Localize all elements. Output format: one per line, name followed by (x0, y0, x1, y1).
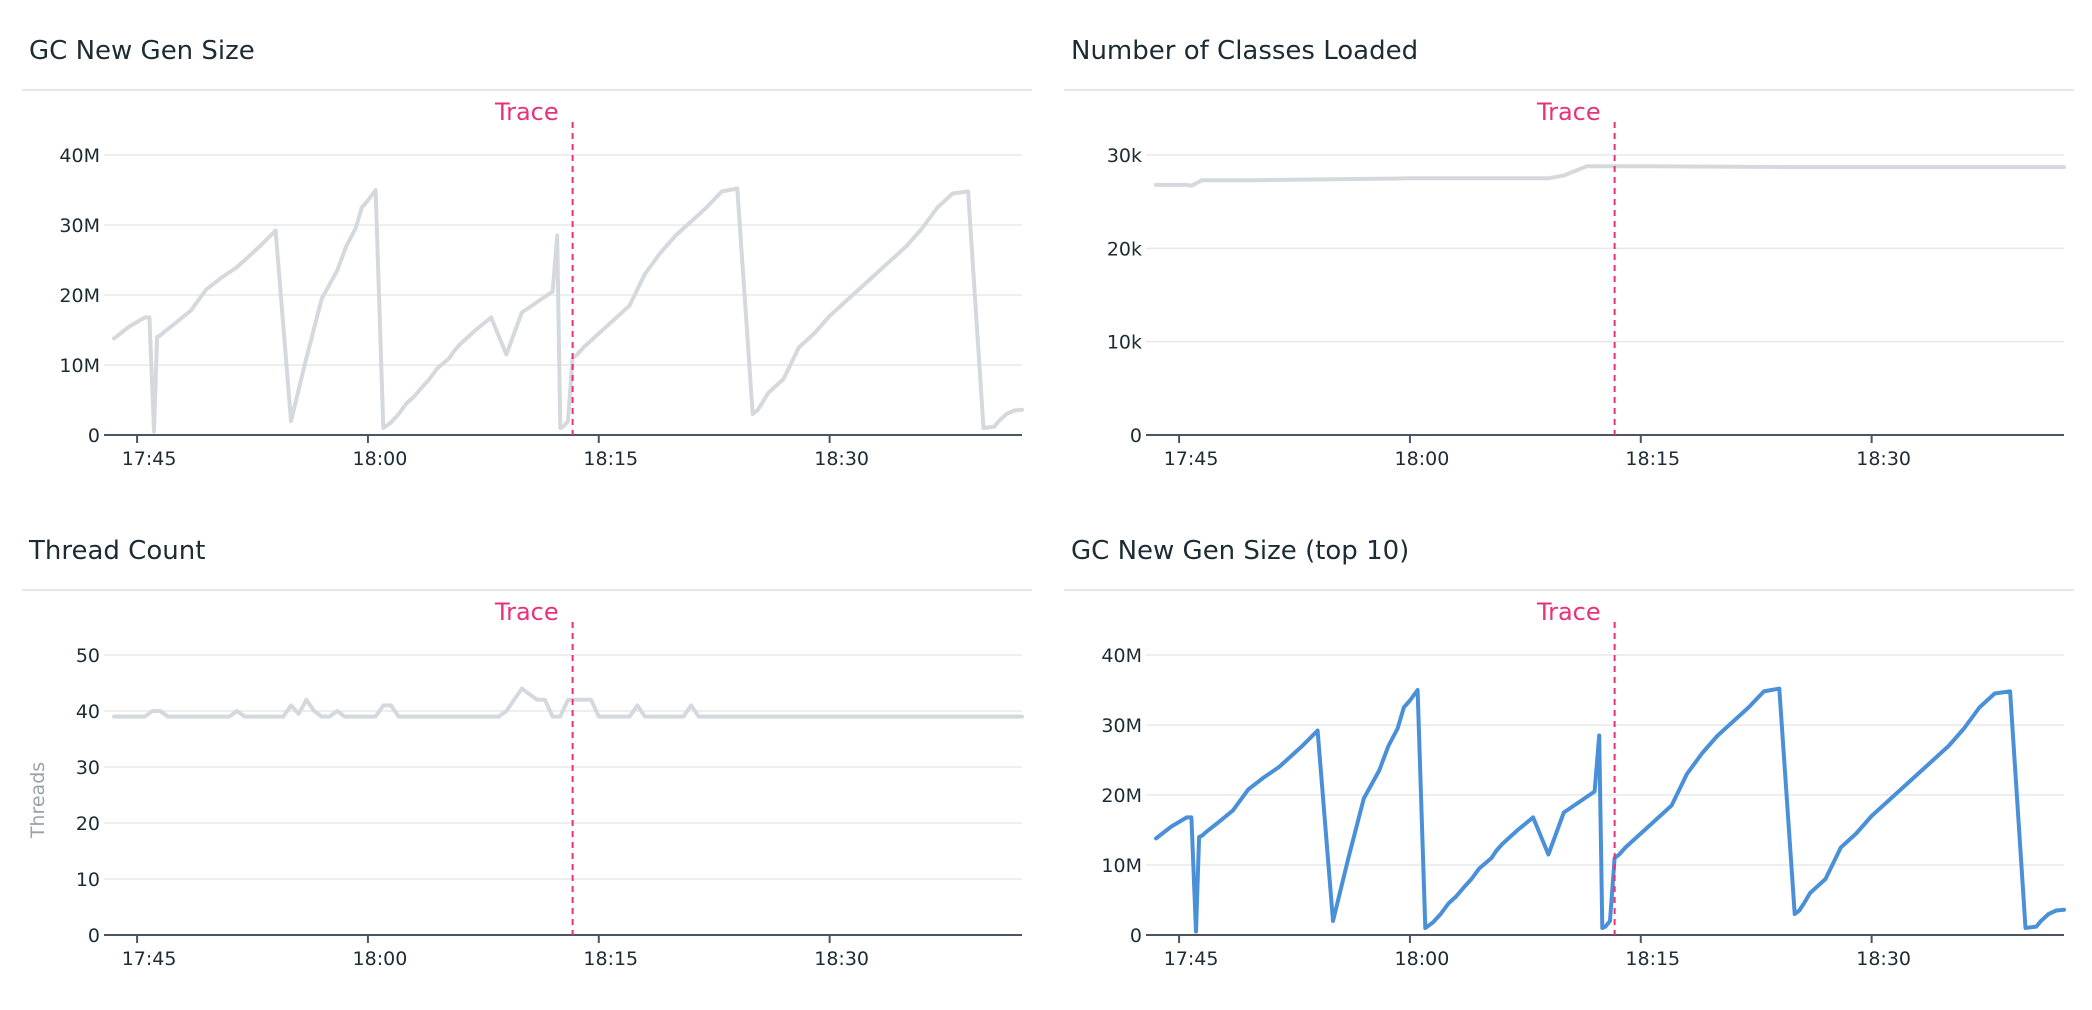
x-tick-label: 18:15 (1625, 948, 1680, 970)
y-tick-label: 40M (59, 145, 100, 167)
chart-plot[interactable]: 0 10M 20M 30M 40M 17:45 18:00 18:15 18:30 Trace (1064, 530, 2074, 1010)
y-tick-label: 20M (1101, 785, 1142, 807)
x-tick-label: 18:30 (1856, 448, 1911, 470)
series-line[interactable] (112, 686, 1024, 719)
x-tick-label: 18:00 (353, 948, 408, 970)
title-divider (1064, 89, 2074, 91)
series-line[interactable] (1154, 164, 2066, 188)
y-tick-label: 40M (1101, 645, 1142, 667)
y-tick-label: 10k (1107, 332, 1142, 354)
y-tick-label: 30k (1107, 145, 1142, 167)
y-tick-label: 10 (76, 869, 100, 891)
title-divider (22, 89, 1032, 91)
x-tick-label: 18:30 (814, 448, 869, 470)
chart-panel-classes-loaded: Number of Classes Loaded 0 10k 20k 30k 17:45… (1064, 30, 2074, 510)
y-tick-label: 20k (1107, 238, 1142, 260)
chart-panel-thread-count: Thread Count 0 10 20 30 40 50 17:45 18:00 18:15 1… (22, 530, 1032, 1010)
title-divider (1064, 589, 2074, 591)
x-tick-label: 18:15 (583, 448, 638, 470)
trace-label: Trace (1536, 98, 1601, 126)
title-divider (22, 589, 1032, 591)
y-tick-label: 10M (1101, 855, 1142, 877)
series-line[interactable] (1154, 686, 2066, 934)
series-line[interactable] (112, 186, 1024, 434)
chart-title: GC New Gen Size (top 10) (1071, 536, 1410, 566)
y-tick-label: 20M (59, 285, 100, 307)
y-tick-label: 30 (76, 757, 100, 779)
chart-panel-gc-new-gen-size: GC New Gen Size 0 10M 20M 30M 40M 17:45 18:00 1… (22, 30, 1032, 510)
y-axis-label: Threads (27, 762, 49, 839)
y-tick-label: 30M (1101, 715, 1142, 737)
x-tick-label: 17:45 (122, 448, 177, 470)
chart-plot[interactable]: 0 10 20 30 40 50 17:45 18:00 18:15 18:30 Threads Tr… (22, 530, 1032, 1010)
x-tick-label: 18:30 (814, 948, 869, 970)
chart-plot[interactable]: 0 10k 20k 30k 17:45 18:00 18:15 18:30 Trace (1064, 30, 2074, 510)
chart-title: Thread Count (29, 536, 206, 566)
y-tick-label: 20 (76, 813, 100, 835)
x-tick-label: 18:15 (583, 948, 638, 970)
chart-plot[interactable]: 0 10M 20M 30M 40M 17:45 18:00 18:15 18:30 Trace (22, 30, 1032, 510)
y-tick-label: 0 (1130, 425, 1142, 447)
chart-title: Number of Classes Loaded (1071, 36, 1419, 66)
y-tick-label: 10M (59, 355, 100, 377)
x-tick-label: 18:00 (1395, 448, 1450, 470)
y-tick-label: 50 (76, 645, 100, 667)
x-tick-label: 17:45 (122, 948, 177, 970)
chart-title: GC New Gen Size (29, 36, 255, 66)
y-tick-label: 30M (59, 215, 100, 237)
x-tick-label: 18:30 (1856, 948, 1911, 970)
y-tick-label: 0 (1130, 925, 1142, 947)
x-tick-label: 18:00 (1395, 948, 1450, 970)
trace-label: Trace (1536, 598, 1601, 626)
y-tick-label: 0 (88, 425, 100, 447)
trace-label: Trace (494, 598, 559, 626)
trace-label: Trace (494, 98, 559, 126)
x-tick-label: 18:15 (1625, 448, 1680, 470)
y-tick-label: 40 (76, 701, 100, 723)
chart-panel-gc-new-gen-size-top-10: GC New Gen Size (top 10) 0 10M 20M 30M 40M 17… (1064, 530, 2074, 1010)
x-tick-label: 17:45 (1164, 448, 1219, 470)
x-tick-label: 18:00 (353, 448, 408, 470)
x-tick-label: 17:45 (1164, 948, 1219, 970)
y-tick-label: 0 (88, 925, 100, 947)
